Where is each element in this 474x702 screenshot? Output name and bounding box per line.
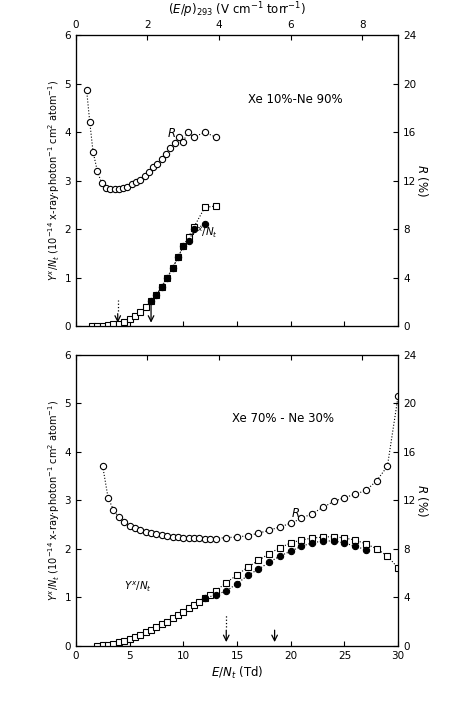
Y-axis label: $R$ (%): $R$ (%) <box>415 484 430 517</box>
Y-axis label: $Y^x/N_t$ ($10^{-14}$ x-ray$\cdot$photon$^{-1}$ cm$^{2}$ atom$^{-1}$): $Y^x/N_t$ ($10^{-14}$ x-ray$\cdot$photon… <box>46 399 62 601</box>
X-axis label: $E/N_t$ (Td): $E/N_t$ (Td) <box>211 665 263 681</box>
X-axis label: $(E/p)_{293}$ (V cm$^{-1}$ torr$^{-1}$): $(E/p)_{293}$ (V cm$^{-1}$ torr$^{-1}$) <box>168 1 306 20</box>
Text: $Y^x/N_t$: $Y^x/N_t$ <box>190 226 218 240</box>
Text: $R$: $R$ <box>291 508 300 520</box>
Text: $R$: $R$ <box>167 127 176 140</box>
Text: $Y^x/N_t$: $Y^x/N_t$ <box>124 580 152 594</box>
Y-axis label: $R$ (%): $R$ (%) <box>415 164 430 197</box>
Text: Xe 10%-Ne 90%: Xe 10%-Ne 90% <box>248 93 342 106</box>
Y-axis label: $Y^x/N_t$ ($10^{-14}$ x-ray$\cdot$photon$^{-1}$ cm$^{2}$ atom$^{-1}$): $Y^x/N_t$ ($10^{-14}$ x-ray$\cdot$photon… <box>46 80 62 282</box>
Text: Xe 70% - Ne 30%: Xe 70% - Ne 30% <box>232 413 334 425</box>
